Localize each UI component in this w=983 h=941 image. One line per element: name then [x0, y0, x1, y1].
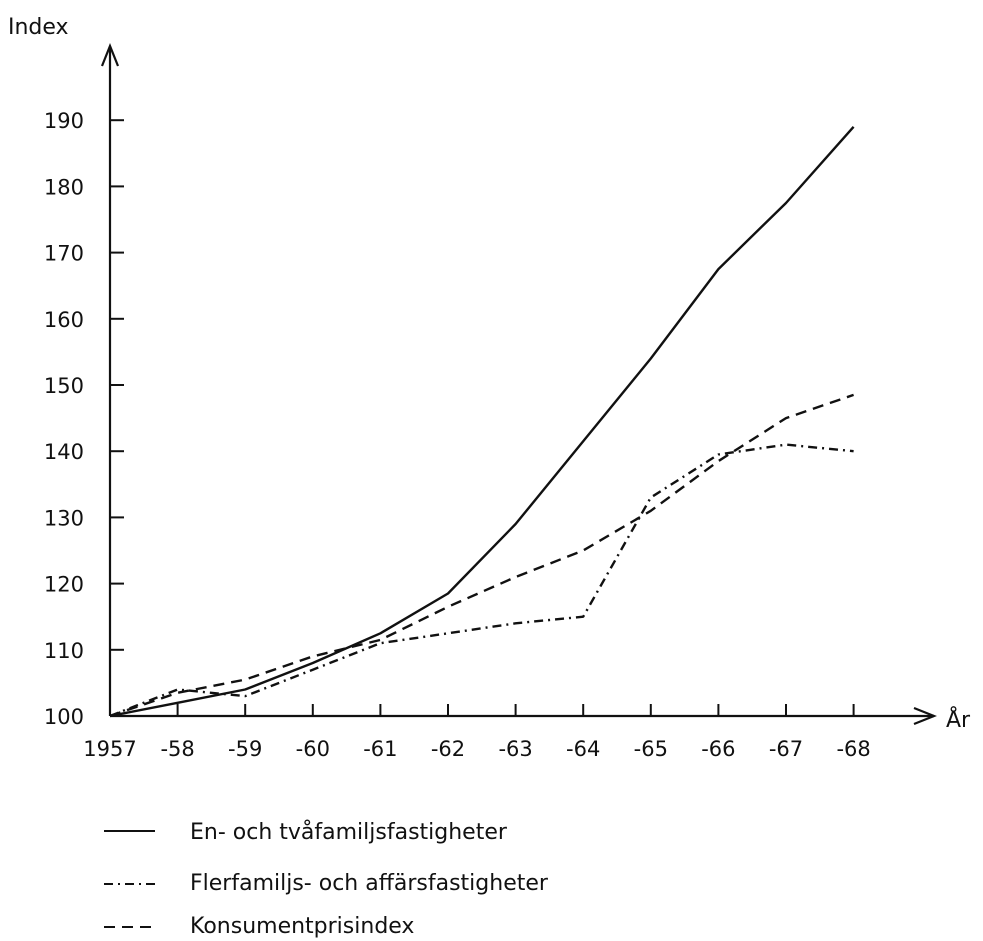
legend-label-cpi: Konsumentprisindex: [190, 914, 414, 939]
series-cpi-line: [109, 393, 854, 718]
x-tick-label: -63: [498, 737, 532, 761]
y-tick-label: 130: [44, 506, 84, 530]
series-multi-family-line: [109, 443, 854, 718]
y-tick-label: 180: [44, 175, 84, 199]
legend-item-cpi: Konsumentprisindex: [104, 914, 414, 939]
x-tick-label: -60: [296, 737, 330, 761]
y-tick-label: 120: [44, 573, 84, 597]
x-tick-label: -59: [228, 737, 262, 761]
y-tick-label: 190: [44, 109, 84, 133]
series-single-family-line: [109, 126, 855, 718]
x-axis-arrow: [913, 706, 937, 726]
x-tick-label: -58: [160, 737, 194, 761]
legend: En- och tvåfamiljsfastigheter Flerfamilj…: [104, 819, 549, 939]
x-tick-label: -67: [769, 737, 803, 761]
y-tick-label: 110: [44, 639, 84, 663]
y-tick-label: 160: [44, 308, 84, 332]
x-tick-label: -68: [836, 737, 870, 761]
x-tick-label: -65: [634, 737, 668, 761]
x-tick-label: -64: [566, 737, 600, 761]
x-tick-label: -62: [431, 737, 465, 761]
legend-item-single-family: En- och tvåfamiljsfastigheter: [104, 819, 508, 845]
series-lines: [109, 126, 855, 718]
legend-item-multi-family: Flerfamiljs- och affärsfastigheter: [104, 871, 549, 896]
y-tick-label: 100: [44, 705, 84, 729]
y-ticks: 100 110 120 130 140 150 160 170 180 190: [44, 109, 124, 729]
x-ticks: 1957 -58 -59 -60 -61 -62 -63 -64 -65 -66 -67 -68: [83, 704, 871, 761]
axes: [100, 43, 937, 726]
x-tick-label: -61: [363, 737, 397, 761]
y-axis-title: Index: [8, 15, 69, 40]
y-tick-label: 170: [44, 242, 84, 266]
legend-label-multi-family: Flerfamiljs- och affärsfastigheter: [190, 871, 549, 896]
legend-label-single-family: En- och tvåfamiljsfastigheter: [190, 819, 508, 845]
x-axis-title: År: [946, 706, 971, 733]
y-tick-label: 150: [44, 374, 84, 398]
x-tick-label: 1957: [83, 737, 136, 761]
y-tick-label: 140: [44, 440, 84, 464]
x-tick-label: -66: [701, 737, 735, 761]
y-axis-arrow: [100, 43, 120, 67]
